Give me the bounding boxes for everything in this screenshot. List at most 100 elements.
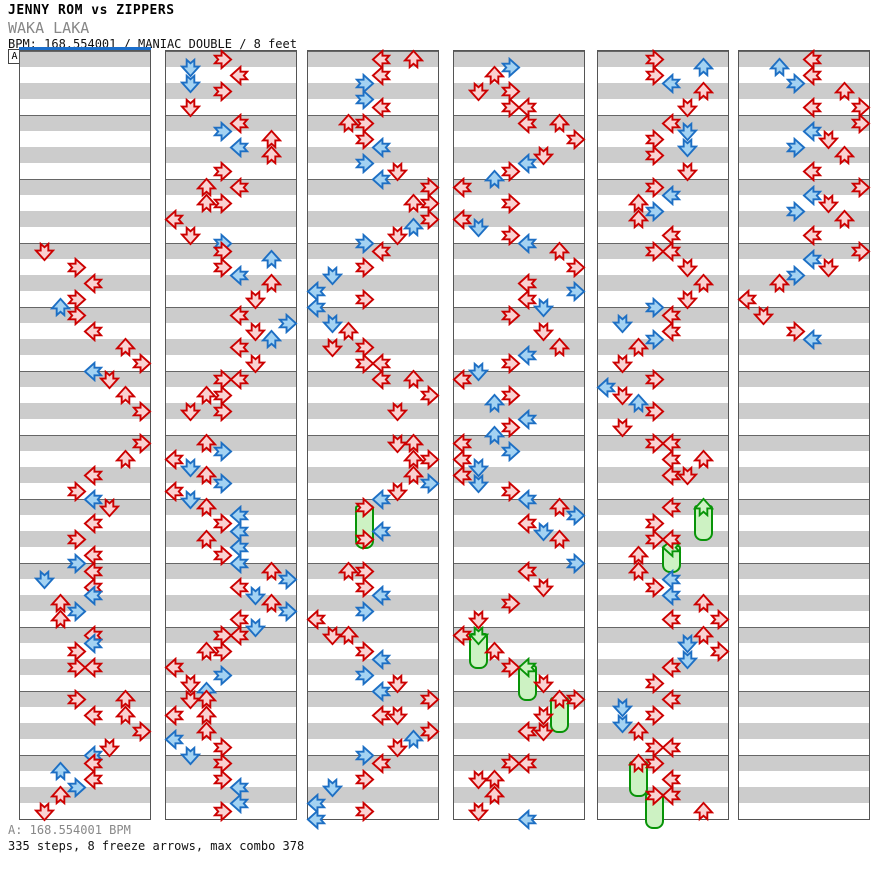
note-arrow-left-icon [370,136,392,158]
note-arrow-left-icon [660,320,682,342]
note-arrow-down-icon [179,673,201,694]
note-arrow-up-icon [693,80,714,102]
note-arrow-right-icon [66,688,87,710]
note-arrow-up-icon [484,640,505,662]
note-arrow-right-icon [644,296,665,318]
note-arrow-right-icon [354,232,375,254]
note-arrow-right-icon [354,496,375,518]
note-arrow-right-icon [644,752,665,774]
note-arrow-left-icon [370,488,392,510]
note-arrow-right-icon [565,256,586,278]
note-arrow-left-icon [516,344,538,366]
note-arrow-left-icon [82,488,104,510]
note-arrow-right-icon [419,384,440,406]
note-arrow-right-icon [354,664,375,686]
note-arrow-up-icon [196,176,217,198]
note-arrow-down-icon [752,305,774,326]
note-arrow-right-icon [419,208,440,230]
note-arrow-left-icon [305,792,327,814]
note-arrow-right-icon [644,704,665,726]
note-arrow-left-icon [82,360,104,382]
note-arrow-down-icon [676,289,698,310]
note-arrow-right-icon [66,480,87,502]
note-arrow-up-icon [549,688,570,710]
note-arrow-down-icon [611,697,633,718]
note-arrow-left-icon [801,248,823,270]
note-arrow-right-icon [500,384,521,406]
note-arrow-right-icon [354,336,375,358]
note-arrow-right-icon [212,664,233,686]
note-arrow-left-icon [660,656,682,678]
note-arrow-left-icon [163,728,185,750]
note-arrow-right-icon [500,752,521,774]
note-arrow-left-icon [305,608,327,630]
note-arrow-up-icon [403,192,424,214]
note-arrow-left-icon [228,792,250,814]
note-arrow-down-icon [179,73,201,94]
note-arrow-right-icon [212,192,233,214]
note-arrow-right-icon [354,560,375,582]
note-arrow-right-icon [785,72,806,94]
note-arrow-right-icon [212,120,233,142]
note-arrow-left-icon [516,152,538,174]
note-arrow-left-icon [82,272,104,294]
note-arrow-up-icon [693,624,714,646]
chart-panel-6 [736,48,871,820]
note-arrow-left-icon [228,624,250,646]
note-arrow-down-icon [532,577,554,598]
note-arrow-right-icon [354,528,375,550]
note-arrow-right-icon [644,528,665,550]
note-arrow-left-icon [228,776,250,798]
bpm-marker-line [19,47,151,50]
note-arrow-up-icon [196,384,217,406]
note-arrow-up-icon [403,448,424,470]
note-arrow-left-icon [451,208,473,230]
note-arrow-right-icon [212,400,233,422]
note-arrow-right-icon [354,352,375,374]
note-arrow-down-icon [244,289,266,310]
note-arrow-right-icon [354,152,375,174]
note-arrow-down-icon [467,81,489,102]
note-arrow-right-icon [354,128,375,150]
note-arrow-up-icon [196,432,217,454]
note-arrow-up-icon [115,384,136,406]
note-arrow-right-icon [131,720,152,742]
note-arrow-up-icon [261,328,282,350]
note-arrow-right-icon [644,784,665,806]
note-arrow-left-icon [516,288,538,310]
note-arrow-right-icon [850,176,871,198]
note-arrow-down-icon [244,585,266,606]
note-arrow-left-icon [516,112,538,134]
footer-bpm-label: A: 168.554001 BPM [8,823,131,837]
note-arrow-down-icon [676,649,698,670]
note-arrow-up-icon [50,608,71,630]
note-arrow-left-icon [451,464,473,486]
note-arrow-right-icon [709,608,730,630]
chart-panel-3 [305,48,440,830]
note-arrow-right-icon [419,448,440,470]
note-arrow-right-icon [850,112,871,134]
note-arrow-left-icon [82,512,104,534]
note-arrow-down-icon [386,673,408,694]
note-arrow-right-icon [212,160,233,182]
note-arrow-right-icon [131,400,152,422]
note-arrow-right-icon [850,96,871,118]
note-arrow-down-icon [244,617,266,638]
note-arrow-right-icon [131,352,152,374]
note-arrow-right-icon [66,600,87,622]
note-arrow-down-icon [532,321,554,342]
note-arrow-right-icon [500,416,521,438]
note-arrow-right-icon [565,128,586,150]
note-arrow-up-icon [484,784,505,806]
note-arrow-down-icon [98,369,120,390]
note-arrow-left-icon [516,808,538,830]
note-arrow-up-icon [628,720,649,742]
note-arrow-left-icon [516,752,538,774]
note-arrow-right-icon [66,256,87,278]
note-arrow-left-icon [82,464,104,486]
note-arrow-down-icon [532,145,554,166]
note-arrow-left-icon [660,304,682,326]
note-arrow-up-icon [549,112,570,134]
note-arrow-right-icon [66,552,87,574]
note-arrow-down-icon [532,721,554,742]
